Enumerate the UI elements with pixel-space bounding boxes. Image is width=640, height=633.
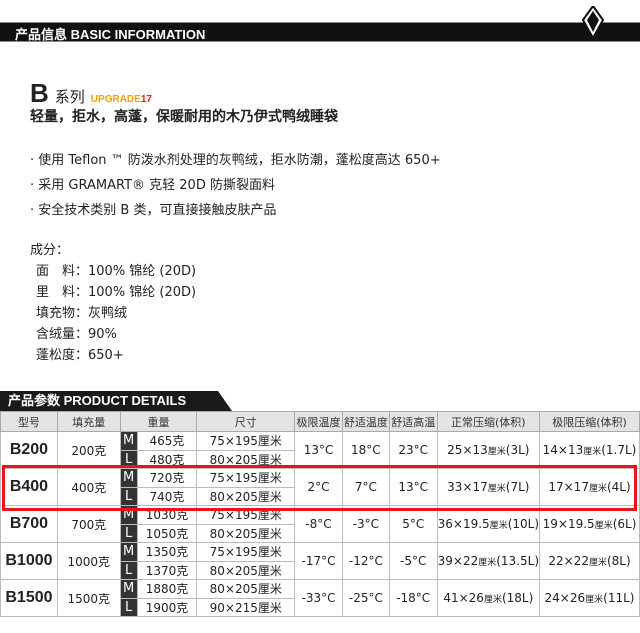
column-header: 填充量: [56, 411, 121, 432]
weight-cell: 1050克: [136, 523, 198, 543]
dimensions-cell: 80×205厘米: [196, 579, 296, 599]
extreme-temp-cell: -8°C: [294, 505, 343, 543]
feature-item: · 使用 Teflon ™ 防泼水剂处理的灰鸭绒，拒水防潮，蓬松度高达 650+: [30, 153, 441, 168]
extreme-compression-cell: 22×22厘米(8L): [539, 542, 640, 580]
fill-cell: 200克: [56, 431, 121, 469]
size-label: M: [119, 431, 138, 451]
column-header: 极限压缩(体积): [539, 411, 640, 432]
dimensions-cell: 75×195厘米: [196, 542, 296, 562]
series-name: 系列: [54, 88, 85, 106]
feature-list: · 使用 Teflon ™ 防泼水剂处理的灰鸭绒，拒水防潮，蓬松度高达 650+…: [30, 148, 441, 223]
composition-item: 面 料：100% 锦纶 (20D): [36, 264, 197, 279]
product-details-table: 型号 填充量 重量 尺寸 极限温度 舒适温度 舒适高温 正常压缩(体积) 极限压缩(体积) B2…: [0, 411, 640, 617]
size-label: L: [119, 523, 138, 543]
comfort-high-cell: 23°C: [388, 431, 438, 469]
table-row: L 1050克 80×205厘米: [1, 523, 640, 543]
composition-item: 含绒量：90%: [36, 327, 117, 342]
normal-compression-cell: 33×17厘米(7L): [436, 468, 541, 506]
normal-compression-cell: 41×26厘米(18L): [436, 579, 541, 617]
weight-cell: 1350克: [136, 542, 198, 562]
comfort-temp-cell: -3°C: [341, 505, 390, 543]
section-title: 产品参数 PRODUCT DETAILS: [8, 393, 187, 408]
weight-cell: 1370克: [136, 560, 198, 580]
size-label: L: [119, 597, 138, 617]
comfort-temp-cell: 7°C: [341, 468, 390, 506]
normal-compression-cell: 39×22厘米(13.5L): [436, 542, 541, 580]
normal-compression-cell: 36×19.5厘米(10L): [436, 505, 541, 543]
product-details-header: 产品参数 PRODUCT DETAILS: [0, 391, 232, 411]
dimensions-cell: 80×205厘米: [196, 560, 296, 580]
comfort-high-cell: 13°C: [388, 468, 438, 506]
comfort-temp-cell: -12°C: [341, 542, 390, 580]
composition-title: 成分：: [30, 243, 70, 258]
model-cell: B400: [0, 468, 58, 506]
fill-cell: 400克: [56, 468, 121, 506]
series-letter: B: [30, 78, 49, 108]
basic-info-header: 产品信息 BASIC INFORMATION: [0, 22, 640, 42]
feature-item: · 安全技术类别 B 类，可直接接触皮肤产品: [30, 203, 277, 218]
table-row: B700 700克 M 1030克 75×195厘米 -8°C -3°C 5°C 36×19.5…: [0, 505, 640, 543]
extreme-compression-cell: 14×13厘米(1.7L): [539, 431, 640, 469]
table-row: B1000 1000克 M 1350克 75×195厘米 -17°C -12°C -5°C 39…: [0, 542, 640, 580]
comfort-high-cell: -5°C: [388, 542, 438, 580]
model-cell: B700: [0, 505, 58, 543]
dimensions-cell: 80×205厘米: [196, 523, 296, 543]
comfort-high-cell: -18°C: [388, 579, 438, 617]
extreme-temp-cell: 2°C: [294, 468, 343, 506]
composition-item: 填充物：灰鸭绒: [36, 306, 128, 321]
section-title: 产品信息 BASIC INFORMATION: [15, 27, 206, 42]
size-label: L: [119, 486, 138, 506]
feature-item: · 采用 GRAMART® 克轻 20D 防撕裂面料: [30, 178, 275, 193]
model-cell: B1500: [0, 579, 58, 617]
column-header: 正常压缩(体积): [436, 411, 541, 432]
weight-cell: 465克: [136, 431, 198, 451]
diamond-logo-icon: [582, 6, 604, 38]
highlight-box: [2, 465, 637, 511]
table-row: B200 200克 M 465克 75×195厘米 13°C 18°C 23°C 25×13厘米…: [0, 431, 640, 469]
composition: 成分： 面 料：100% 锦纶 (20D) 里 料：100% 锦纶 (20D) …: [30, 240, 196, 366]
extreme-compression-cell: 19×19.5厘米(6L): [539, 505, 640, 543]
extreme-temp-cell: -33°C: [294, 579, 343, 617]
comfort-temp-cell: 18°C: [341, 431, 390, 469]
column-header: 舒适高温: [388, 411, 438, 432]
weight-cell: 1880克: [136, 579, 198, 599]
composition-item: 蓬松度：650+: [36, 348, 124, 363]
series-heading: B 系列 UPGRADE17: [30, 78, 152, 109]
column-header: 极限温度: [294, 411, 343, 432]
upgrade-badge: UPGRADE17: [90, 94, 152, 105]
dimensions-cell: 90×215厘米: [196, 597, 296, 617]
size-label: M: [119, 468, 138, 488]
normal-compression-cell: 25×13厘米(3L): [436, 431, 541, 469]
dimensions-cell: 75×195厘米: [196, 431, 296, 451]
extreme-temp-cell: -17°C: [294, 542, 343, 580]
comfort-temp-cell: -25°C: [341, 579, 390, 617]
fill-cell: 700克: [56, 505, 121, 543]
size-label: M: [119, 579, 138, 599]
fill-cell: 1000克: [56, 542, 121, 580]
column-header: 型号: [0, 411, 58, 432]
table-row: L 1370克 80×205厘米: [1, 560, 640, 580]
column-header: 重量: [119, 411, 198, 432]
table-row: L 740克 80×205厘米: [1, 486, 640, 506]
table-row: B400 400克 M 720克 75×195厘米 2°C 7°C 13°C 33×17厘米(7…: [0, 468, 640, 506]
size-label: M: [119, 542, 138, 562]
model-cell: B200: [0, 431, 58, 469]
extreme-temp-cell: 13°C: [294, 431, 343, 469]
table-row: B1500 1500克 M 1880克 80×205厘米 -33°C -25°C -18°C 4…: [0, 579, 640, 617]
model-cell: B1000: [0, 542, 58, 580]
series-subtitle: 轻量，拒水，高蓬，保暖耐用的木乃伊式鸭绒睡袋: [30, 109, 338, 125]
column-header: 尺寸: [196, 411, 296, 432]
comfort-high-cell: 5°C: [388, 505, 438, 543]
column-header: 舒适温度: [341, 411, 390, 432]
weight-cell: 1900克: [136, 597, 198, 617]
dimensions-cell: 80×205厘米: [196, 486, 296, 506]
extreme-compression-cell: 24×26厘米(11L): [539, 579, 640, 617]
size-label: L: [119, 560, 138, 580]
composition-item: 里 料：100% 锦纶 (20D): [36, 285, 197, 300]
table-row: L 1900克 90×215厘米: [1, 597, 640, 617]
fill-cell: 1500克: [56, 579, 121, 617]
